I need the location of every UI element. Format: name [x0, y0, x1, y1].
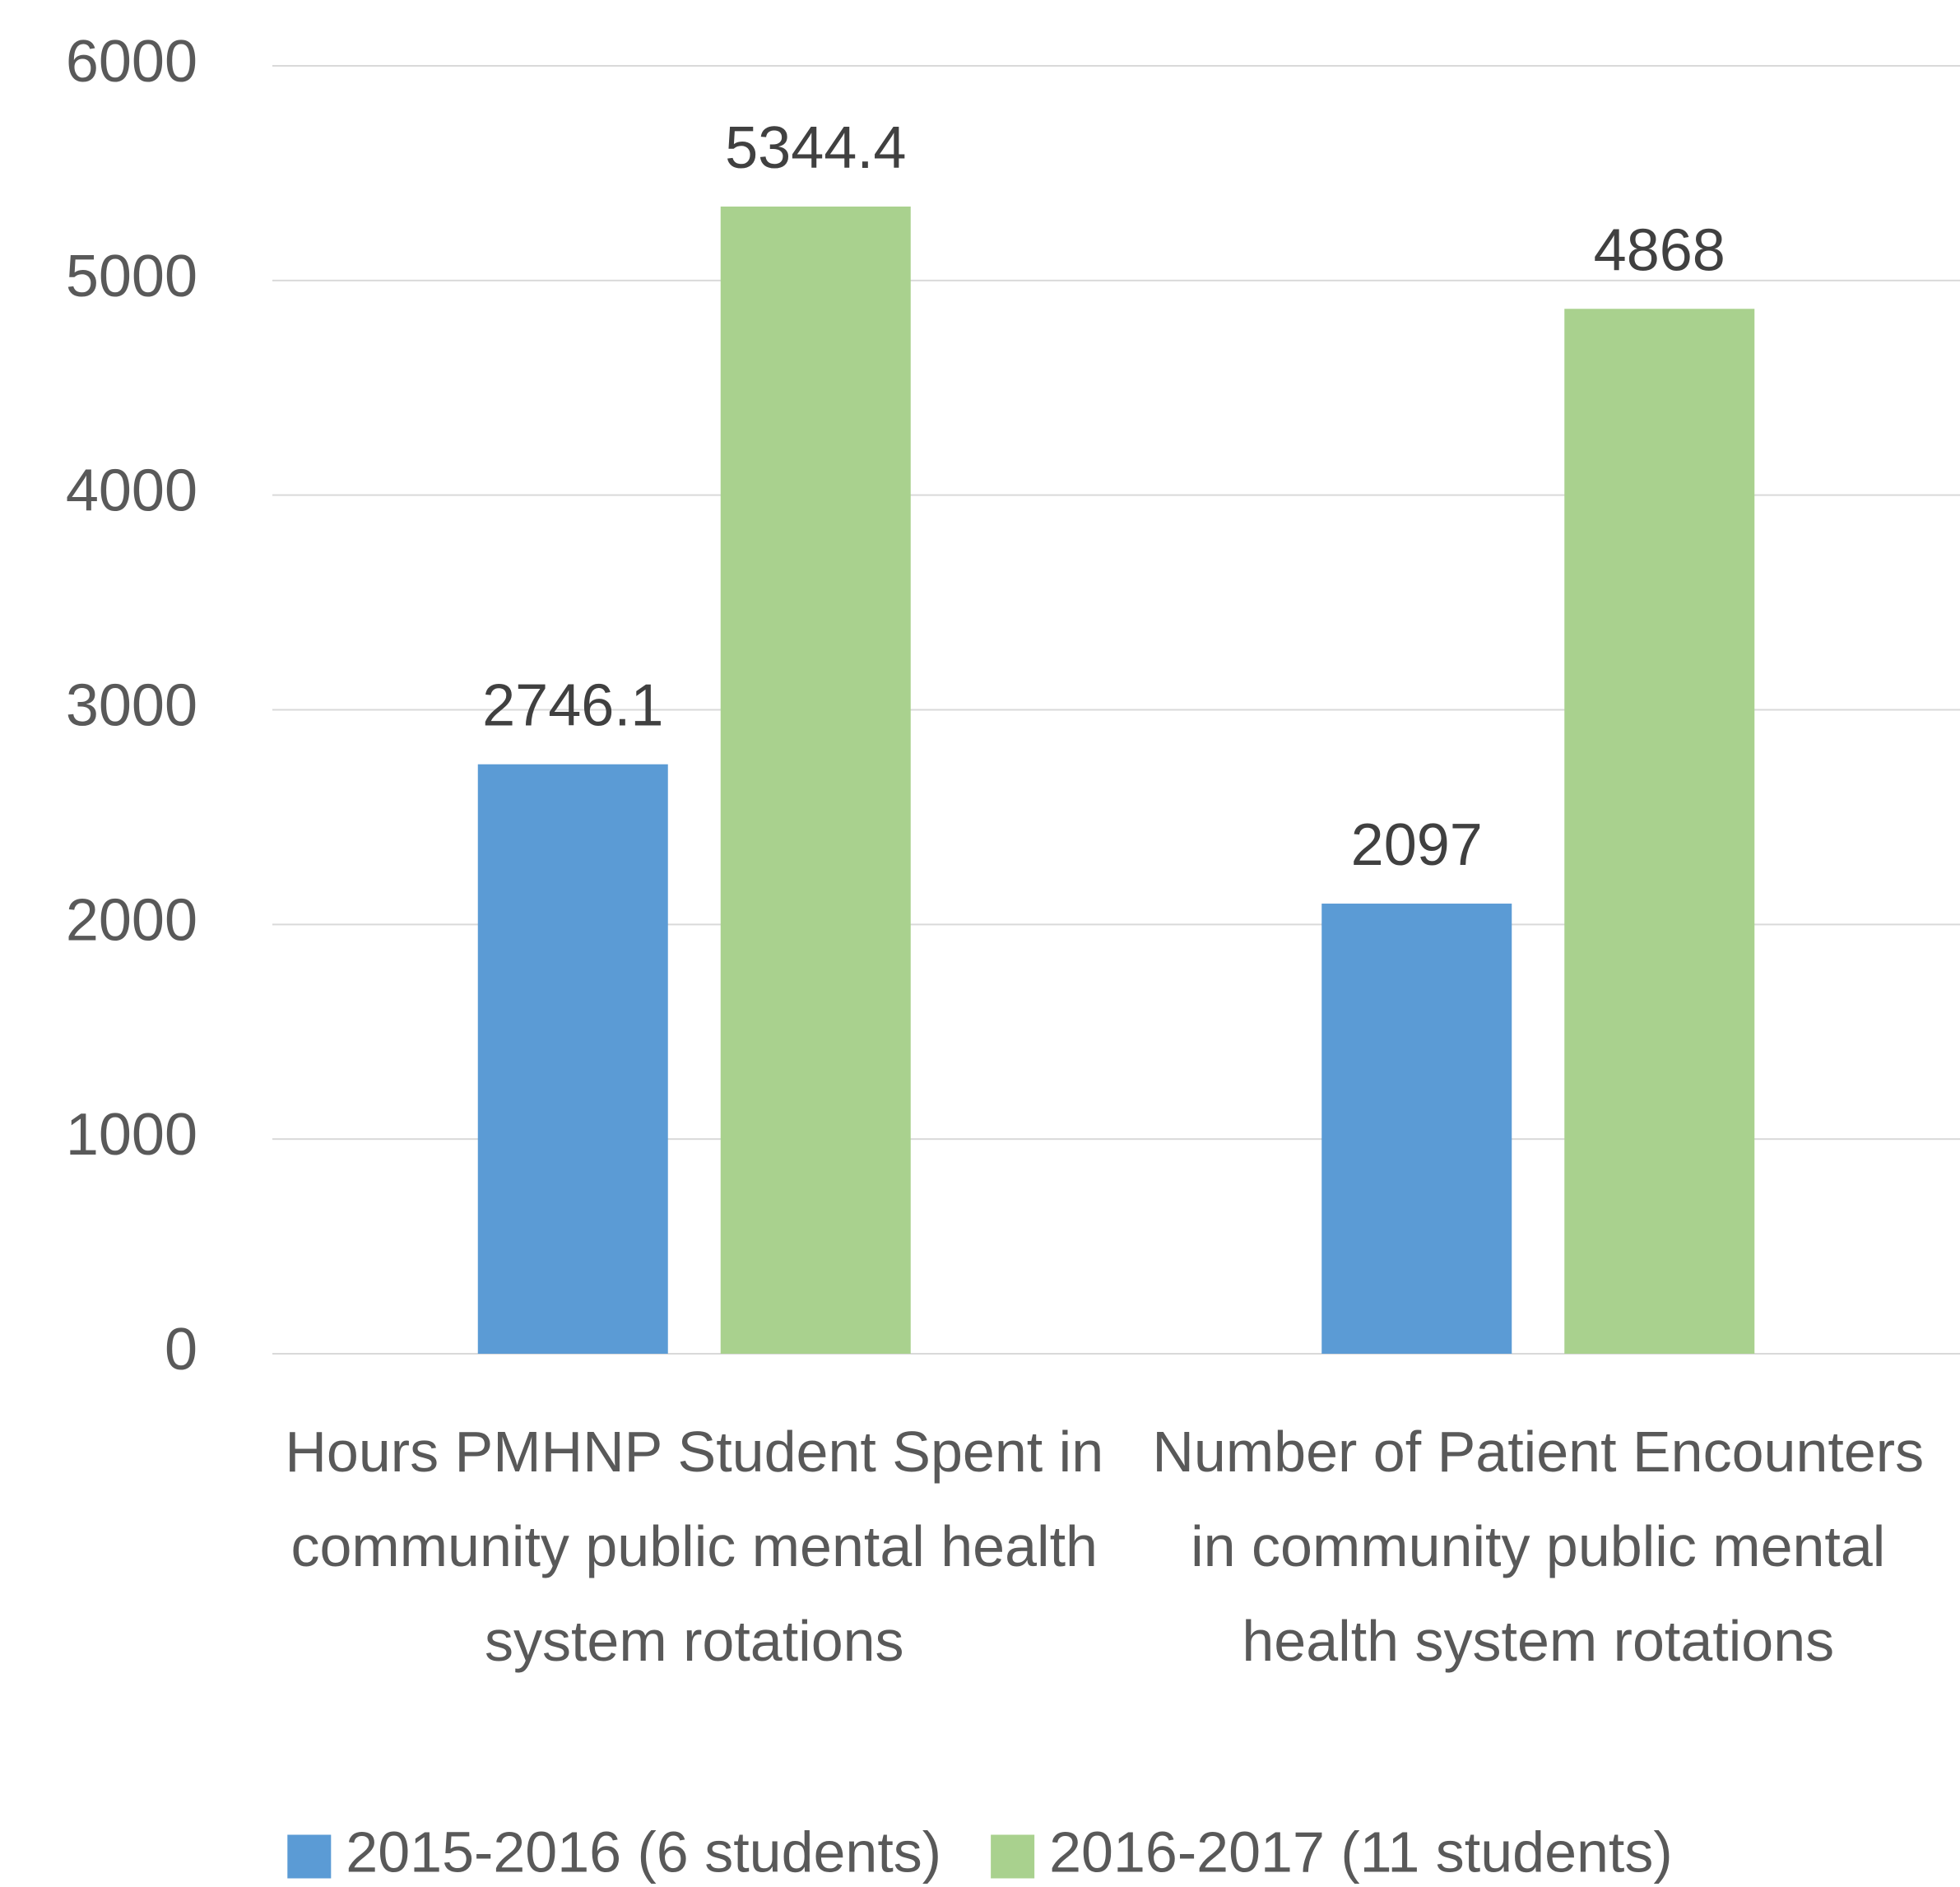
y-tick-label: 3000: [66, 673, 197, 739]
data-label: 2097: [1351, 812, 1483, 878]
y-tick-label: 5000: [66, 244, 197, 309]
legend-swatch: [991, 1834, 1035, 1879]
y-tick-label: 6000: [66, 29, 197, 95]
x-tick-label: Hours PMHNP Student Spent in community pu…: [285, 1420, 1103, 1673]
data-label: 4868: [1594, 217, 1725, 283]
legend-label: 2015-2016 (6 students): [346, 1820, 941, 1884]
y-tick-label: 4000: [66, 458, 197, 524]
data-label: 2746.1: [482, 673, 663, 739]
legend-swatch: [287, 1834, 332, 1879]
label-line: in community public mental: [1191, 1514, 1885, 1578]
label-line: system rotations: [485, 1609, 904, 1673]
bar: [1564, 309, 1755, 1355]
x-tick-label: Number of Patient Encounters in community…: [1152, 1420, 1924, 1673]
label-line: health system rotations: [1242, 1609, 1834, 1673]
label-line: Hours PMHNP Student Spent in: [285, 1420, 1103, 1484]
legend-label: 2016-2017 (11 students): [1049, 1820, 1673, 1884]
y-tick-label: 0: [165, 1317, 197, 1383]
label-line: Number of Patient Encounters: [1152, 1420, 1924, 1484]
y-tick-label: 1000: [66, 1102, 197, 1168]
y-tick-label: 2000: [66, 887, 197, 953]
bar: [1321, 904, 1512, 1354]
data-label: 5344.4: [725, 115, 906, 181]
label-line: community public mental health: [291, 1514, 1098, 1578]
bar: [720, 207, 911, 1355]
legend: 2015-2016 (6 students) 2016-2017 (11 stud…: [287, 1820, 1673, 1884]
bar: [477, 764, 668, 1354]
